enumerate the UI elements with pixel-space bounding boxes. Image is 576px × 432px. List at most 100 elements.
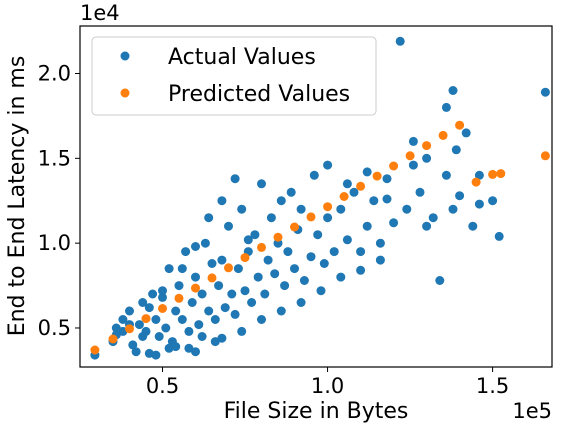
actual-value-point [181, 247, 191, 257]
points-layer [90, 36, 550, 360]
actual-value-point [138, 298, 148, 307]
actual-value-point [362, 221, 372, 231]
plot-frame [79, 25, 553, 368]
actual-value-point [263, 255, 273, 265]
predicted-value-point [422, 141, 432, 151]
actual-value-point [280, 281, 290, 291]
actual-value-point [356, 247, 366, 257]
actual-value-point [197, 332, 207, 341]
actual-value-point [313, 230, 323, 240]
actual-value-point [164, 264, 174, 274]
actual-value-point [227, 289, 237, 299]
actual-value-point [329, 247, 339, 257]
actual-value-point [342, 235, 352, 245]
actual-value-point [349, 187, 359, 197]
y-scale-label: 1e4 [80, 1, 120, 25]
series-predicted-values [90, 120, 550, 355]
actual-value-point [296, 298, 306, 307]
x-ticks: 0.5 1.0 1.5 [146, 367, 509, 398]
actual-value-point [233, 264, 243, 274]
actual-value-point [217, 333, 227, 343]
actual-value-point [266, 213, 276, 223]
actual-value-point [138, 332, 148, 341]
actual-value-point [375, 238, 385, 248]
actual-value-point [402, 204, 412, 214]
y-ticks: 0.5 1.0 1.5 2.0 [38, 62, 80, 340]
predicted-value-point [240, 253, 250, 263]
predicted-value-point [224, 263, 233, 273]
actual-value-point [540, 87, 550, 97]
actual-value-point [323, 213, 333, 223]
predicted-value-point [339, 192, 349, 201]
legend-box [91, 36, 377, 116]
actual-value-point [283, 247, 293, 257]
legend-label-actual: Actual Values [168, 45, 316, 70]
actual-value-point [134, 320, 144, 330]
actual-value-point [154, 332, 164, 341]
actual-value-point [118, 315, 128, 324]
actual-value-point [375, 255, 385, 265]
actual-value-point [342, 179, 352, 189]
actual-value-point [187, 298, 197, 307]
y-axis-label: End to End Latency in ms [5, 56, 30, 337]
predicted-value-point [372, 171, 382, 181]
predicted-value-point [488, 169, 498, 179]
actual-value-point [408, 160, 418, 170]
predicted-value-point [540, 151, 550, 161]
actual-value-point [230, 174, 240, 184]
legend-marker-predicted [120, 88, 130, 98]
actual-value-point [290, 264, 299, 274]
actual-value-point [148, 289, 158, 299]
actual-value-point [243, 235, 253, 245]
actual-value-point [257, 179, 266, 189]
actual-value-point [230, 309, 240, 319]
actual-value-point [158, 286, 167, 296]
legend-label-predicted: Predicted Values [168, 82, 350, 107]
actual-value-point [336, 204, 346, 214]
predicted-value-point [323, 202, 333, 212]
actual-value-point [214, 281, 224, 291]
predicted-value-point [438, 130, 448, 140]
predicted-value-point [356, 181, 366, 191]
actual-value-point [161, 323, 171, 333]
actual-value-point [197, 289, 207, 299]
predicted-value-point [405, 151, 415, 161]
actual-value-point [468, 221, 478, 231]
predicted-value-point [108, 334, 118, 344]
predicted-value-point [125, 324, 134, 334]
actual-value-point [128, 340, 138, 350]
actual-value-point [191, 242, 200, 251]
predicted-value-point [174, 293, 184, 303]
actual-value-point [299, 276, 309, 285]
actual-value-point [177, 315, 187, 324]
actual-value-point [356, 265, 366, 275]
actual-value-point [319, 259, 329, 268]
y-tick-label: 2.0 [38, 62, 71, 86]
actual-value-point [247, 298, 257, 307]
actual-value-point [382, 174, 392, 184]
actual-value-point [395, 36, 405, 46]
actual-value-point [441, 170, 451, 180]
actual-value-point [296, 204, 306, 214]
actual-value-point [217, 196, 227, 206]
actual-value-point [408, 136, 418, 146]
actual-value-point [494, 231, 504, 241]
actual-value-point [210, 315, 220, 324]
actual-value-point [428, 213, 438, 223]
actual-value-point [253, 272, 263, 282]
actual-value-point [461, 128, 471, 138]
actual-value-point [422, 221, 432, 231]
series-actual-values [90, 36, 550, 360]
actual-value-point [451, 145, 461, 155]
actual-value-point [270, 269, 280, 279]
predicted-value-point [141, 314, 151, 324]
actual-value-point [276, 196, 286, 206]
actual-value-point [276, 306, 286, 316]
actual-value-point [422, 153, 432, 163]
actual-value-point [435, 276, 445, 285]
actual-value-point [306, 252, 316, 262]
actual-value-point [191, 272, 200, 282]
actual-value-point [448, 204, 458, 214]
x-scale-label: 1e5 [512, 399, 552, 423]
